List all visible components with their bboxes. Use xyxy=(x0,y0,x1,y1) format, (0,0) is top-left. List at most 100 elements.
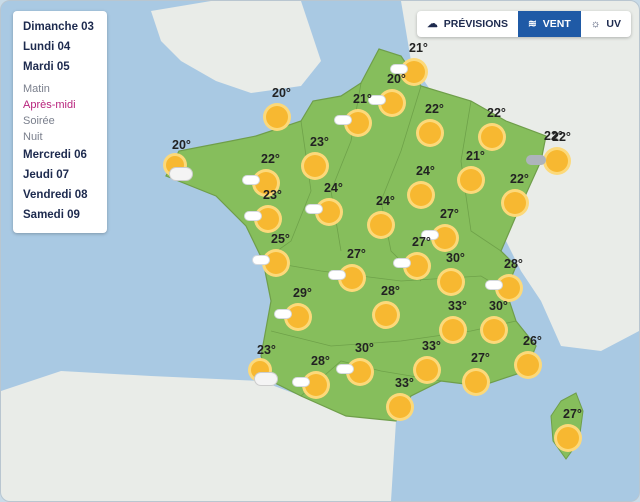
sun-icon xyxy=(304,155,326,177)
city-temperature: 20° xyxy=(272,86,291,100)
city-temperature: 23° xyxy=(257,343,276,357)
city-temperature: 33° xyxy=(448,299,467,313)
period-item-matin[interactable]: Matin xyxy=(23,83,50,95)
sun-icon xyxy=(517,354,539,376)
sun-icon xyxy=(403,61,425,83)
sun-icon xyxy=(381,92,403,114)
city-temperature: 27° xyxy=(347,247,366,261)
tab-uv[interactable]: ☼ UV xyxy=(581,11,631,37)
cloud-icon xyxy=(329,271,345,279)
city-temperature: 29° xyxy=(293,286,312,300)
sun-icon xyxy=(349,361,371,383)
sun-icon xyxy=(341,267,363,289)
day-item[interactable]: Samedi 09 xyxy=(23,209,80,221)
city-temperature: 33° xyxy=(395,376,414,390)
day-item[interactable]: Jeudi 07 xyxy=(23,169,70,181)
cloud-icon xyxy=(337,365,353,373)
cloud-icon xyxy=(422,231,438,239)
period-item-apres-midi[interactable]: Après-midi xyxy=(23,99,76,111)
sun-icon xyxy=(255,172,277,194)
cloud-icon xyxy=(255,373,277,385)
cloud-icon xyxy=(335,116,351,124)
sun-icon xyxy=(370,214,392,236)
city-temperature: 33° xyxy=(422,339,441,353)
city-temperature: 30° xyxy=(355,341,374,355)
tab-vent[interactable]: ≋ VENT xyxy=(517,11,581,37)
day-item[interactable]: Dimanche 03 xyxy=(23,21,94,33)
cloud-icon xyxy=(394,259,410,267)
sun-icon xyxy=(557,427,579,449)
city-temperature: 28° xyxy=(381,284,400,298)
sun-icon xyxy=(257,208,279,230)
map-mode-tabs: ☁ PRÉVISIONS ≋ VENT ☼ UV xyxy=(417,11,631,37)
sun-icon xyxy=(347,112,369,134)
city-temperature: 20° xyxy=(172,138,191,152)
day-item[interactable]: Vendredi 08 xyxy=(23,189,88,201)
wind-icon: ≋ xyxy=(527,18,537,30)
period-item-nuit[interactable]: Nuit xyxy=(23,131,43,143)
city-temperature: 22° xyxy=(425,102,444,116)
sun-icon xyxy=(546,150,568,172)
cloud-icon xyxy=(391,65,407,73)
sun-icon xyxy=(410,184,432,206)
tab-label: PRÉVISIONS xyxy=(443,18,508,30)
city-temperature: 25° xyxy=(271,232,290,246)
city-temperature: 21° xyxy=(409,41,428,55)
cloud-icon xyxy=(170,168,192,180)
city-temperature: 22° xyxy=(544,129,563,143)
sun-icon xyxy=(481,126,503,148)
uk-land xyxy=(151,1,321,93)
cloud-icon xyxy=(369,96,385,104)
day-selector: Dimanche 03 Lundi 04 Mardi 05 Matin Aprè… xyxy=(13,11,107,233)
tab-previsions[interactable]: ☁ PRÉVISIONS xyxy=(417,11,518,37)
uv-icon: ☼ xyxy=(590,18,601,30)
sun-icon xyxy=(465,371,487,393)
sun-icon xyxy=(265,252,287,274)
city-temperature: 22° xyxy=(487,106,506,120)
city-temperature: 28° xyxy=(504,257,523,271)
city-temperature: 20° xyxy=(387,72,406,86)
sun-icon xyxy=(375,304,397,326)
city-temperature: 27° xyxy=(412,235,431,249)
city-temperature: 27° xyxy=(440,207,459,221)
city-temperature: 24° xyxy=(324,181,343,195)
day-item[interactable]: Lundi 04 xyxy=(23,41,71,53)
city-temperature: 22° xyxy=(261,152,280,166)
sun-icon xyxy=(434,227,456,249)
cloud-icon xyxy=(293,378,309,386)
cloud-icon xyxy=(306,205,322,213)
period-item-soiree[interactable]: Soirée xyxy=(23,115,55,127)
sun-icon xyxy=(440,271,462,293)
city-temperature: 30° xyxy=(489,299,508,313)
sun-icon xyxy=(483,319,505,341)
sun-icon xyxy=(419,122,441,144)
sun-icon xyxy=(504,192,526,214)
city-temperature: 27° xyxy=(471,351,490,365)
sun-icon xyxy=(406,255,428,277)
city-temperature: 22° xyxy=(552,130,571,144)
city-temperature: 23° xyxy=(310,135,329,149)
sun-icon xyxy=(287,306,309,328)
city-temperature: 27° xyxy=(563,407,582,421)
cloud-icon xyxy=(243,176,259,184)
city-temperature: 26° xyxy=(523,334,542,348)
city-temperature: 24° xyxy=(376,194,395,208)
day-item[interactable]: Mardi 05 xyxy=(23,61,70,73)
tab-label: UV xyxy=(606,18,621,30)
sun-icon xyxy=(460,169,482,191)
sun-icon xyxy=(389,396,411,418)
city-temperature: 24° xyxy=(416,164,435,178)
city-temperature: 21° xyxy=(466,149,485,163)
sun-icon xyxy=(498,277,520,299)
tab-label: VENT xyxy=(542,18,571,30)
day-item[interactable]: Mercredi 06 xyxy=(23,149,87,161)
sun-icon xyxy=(416,359,438,381)
rain-cloud-icon xyxy=(526,155,546,165)
cloud-icon xyxy=(486,281,502,289)
city-temperature: 23° xyxy=(263,188,282,202)
city-temperature: 21° xyxy=(353,92,372,106)
cloud-icon xyxy=(253,256,269,264)
city-temperature: 30° xyxy=(446,251,465,265)
sun-icon xyxy=(266,106,288,128)
